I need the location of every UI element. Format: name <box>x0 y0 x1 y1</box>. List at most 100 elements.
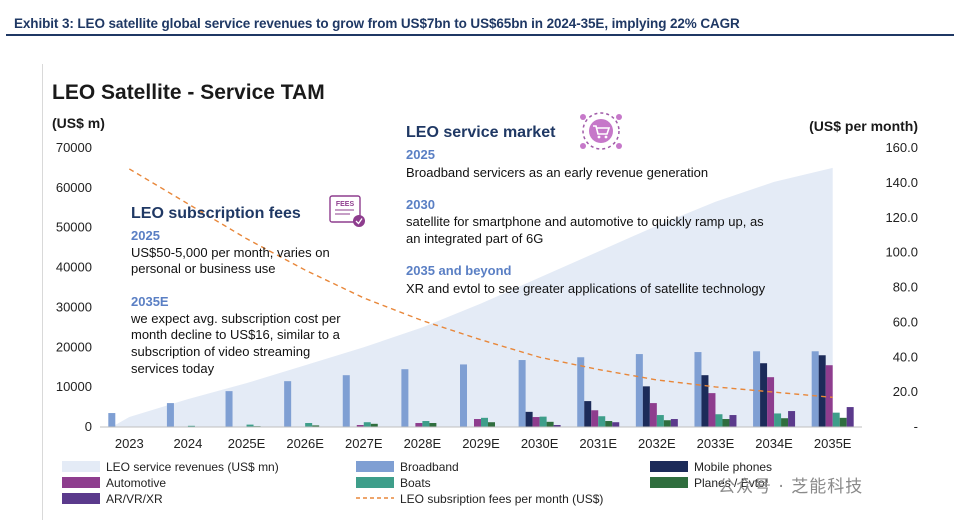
bar-arvr-2033E <box>729 415 737 427</box>
bar-broadband-2034E <box>753 351 761 427</box>
bar-boats-2031E <box>598 416 606 427</box>
x-tick-2033E: 2033E <box>697 436 735 451</box>
x-tick-2027E: 2027E <box>345 436 383 451</box>
bar-arvr-2034E <box>788 411 796 427</box>
x-tick-2026E: 2026E <box>286 436 324 451</box>
bar-broadband-2028E <box>401 369 409 427</box>
subscription-heading: LEO subscription fees <box>131 205 301 222</box>
market-heading: LEO service market <box>406 124 556 141</box>
bar-planes-2033E <box>722 419 730 427</box>
sub-text-2025-b: personal or business use <box>131 261 276 276</box>
legend-label-mobile: Mobile phones <box>694 460 772 474</box>
market-year-2030: 2030 <box>406 197 435 212</box>
legend-swatch-automotive <box>62 477 100 488</box>
sub-year-2025: 2025 <box>131 228 160 243</box>
x-tick-2025E: 2025E <box>228 436 266 451</box>
bar-automotive-2027E <box>356 425 364 427</box>
legend-label-broadband: Broadband <box>400 460 459 474</box>
revenue-area <box>111 167 833 427</box>
x-tick-2032E: 2032E <box>638 436 676 451</box>
chart-title: LEO Satellite - Service TAM <box>52 81 325 104</box>
bar-arvr-2032E <box>670 419 678 427</box>
bars-group <box>100 351 862 428</box>
legend-label-arvr: AR/VR/XR <box>106 492 163 506</box>
bar-planes-2030E <box>546 421 554 427</box>
bar-automotive-2034E <box>767 377 775 427</box>
legend-label-planes: Planes / Evtol <box>694 476 767 490</box>
bar-planes-2029E <box>488 422 495 427</box>
ticks-group: 0 10000 20000 30000 40000 50000 60000 70000 - 20.… <box>56 140 918 451</box>
y-left-tick-30000: 30000 <box>56 299 92 314</box>
market-text-2035: XR and evtol to see greater applications… <box>406 281 766 296</box>
fees-icon-label: FEES <box>336 201 355 208</box>
bar-mobile-2030E <box>525 411 533 427</box>
sub-year-2035: 2035E <box>131 294 169 309</box>
bar-broadband-2035E <box>811 351 819 427</box>
x-tick-2028E: 2028E <box>404 436 442 451</box>
x-tick-2029E: 2029E <box>462 436 500 451</box>
bar-broadband-2032E <box>635 354 643 427</box>
legend-swatch-mobile <box>650 461 688 472</box>
exhibit-title: Exhibit 3: LEO satellite global service … <box>14 16 740 31</box>
y-right-tick-3: 60.0 <box>893 314 918 329</box>
bar-planes-2035E <box>839 417 847 427</box>
bar-planes-2032E <box>663 420 671 427</box>
bar-boats-2033E <box>715 414 723 427</box>
bar-broadband-2031E <box>577 357 585 427</box>
bar-automotive-2033E <box>708 393 716 427</box>
left-axis-label: (US$ m) <box>52 115 105 131</box>
sub-text-2035-b: month decline to US$16, similar to a <box>131 327 341 342</box>
y-right-tick-8: 160.0 <box>885 140 918 155</box>
x-tick-2023: 2023 <box>115 436 144 451</box>
bar-broadband-2030E <box>518 360 526 427</box>
bar-automotive-2030E <box>532 417 540 427</box>
bar-planes-2031E <box>605 421 613 427</box>
y-right-tick-4: 80.0 <box>893 280 918 295</box>
bar-arvr-2030E <box>553 425 561 427</box>
legend-swatch-arvr <box>62 493 100 504</box>
bar-boats-2027E <box>363 422 371 427</box>
bar-boats-2032E <box>656 415 664 427</box>
bar-mobile-2034E <box>760 363 768 427</box>
bar-automotive-2029E <box>474 419 481 427</box>
y-right-tick-2: 40.0 <box>893 349 918 364</box>
sub-text-2035-d: services today <box>131 361 215 376</box>
y-right-tick-5: 100.0 <box>885 245 918 260</box>
legend-swatch-planes <box>650 477 688 488</box>
bar-boats-2035E <box>832 412 840 427</box>
right-axis-label: (US$ per month) <box>809 118 918 134</box>
bar-broadband-2023 <box>108 413 116 427</box>
x-tick-2031E: 2031E <box>579 436 617 451</box>
y-left-tick-0: 0 <box>85 419 92 434</box>
legend-swatch-broadband <box>356 461 394 472</box>
bar-automotive-2032E <box>649 403 657 427</box>
y-left-tick-40000: 40000 <box>56 260 92 275</box>
bar-mobile-2032E <box>642 386 650 427</box>
legend-swatch-revenue <box>62 461 100 472</box>
legend-label-automotive: Automotive <box>106 476 166 490</box>
bar-mobile-2031E <box>584 401 592 427</box>
y-right-tick-7: 140.0 <box>885 175 918 190</box>
sub-text-2035-a: we expect avg. subscription cost per <box>130 311 341 326</box>
market-year-2025: 2025 <box>406 147 435 162</box>
exhibit-header <box>6 6 954 36</box>
market-text-2030-b: an integrated part of 6G <box>406 231 543 246</box>
legend: LEO service revenues (US$ mn) Automotive… <box>62 460 772 506</box>
bar-planes-2027E <box>370 423 378 427</box>
bar-mobile-2035E <box>818 355 826 427</box>
bar-arvr-2035E <box>846 407 854 427</box>
bar-boats-2029E <box>481 417 488 427</box>
bar-boats-2025E <box>246 424 254 427</box>
bar-arvr-2031E <box>612 422 620 427</box>
market-text-2025: Broadband servicers as an early revenue … <box>406 165 708 180</box>
fee-line <box>128 168 833 399</box>
y-left-tick-70000: 70000 <box>56 140 92 155</box>
bar-boats-2034E <box>774 413 782 427</box>
bar-planes-2026E <box>312 425 320 427</box>
bar-broadband-2025E <box>225 391 233 427</box>
y-left-tick-60000: 60000 <box>56 180 92 195</box>
x-tick-2024: 2024 <box>173 436 202 451</box>
revenue-area-group <box>111 167 833 427</box>
bar-automotive-2035E <box>825 365 833 427</box>
